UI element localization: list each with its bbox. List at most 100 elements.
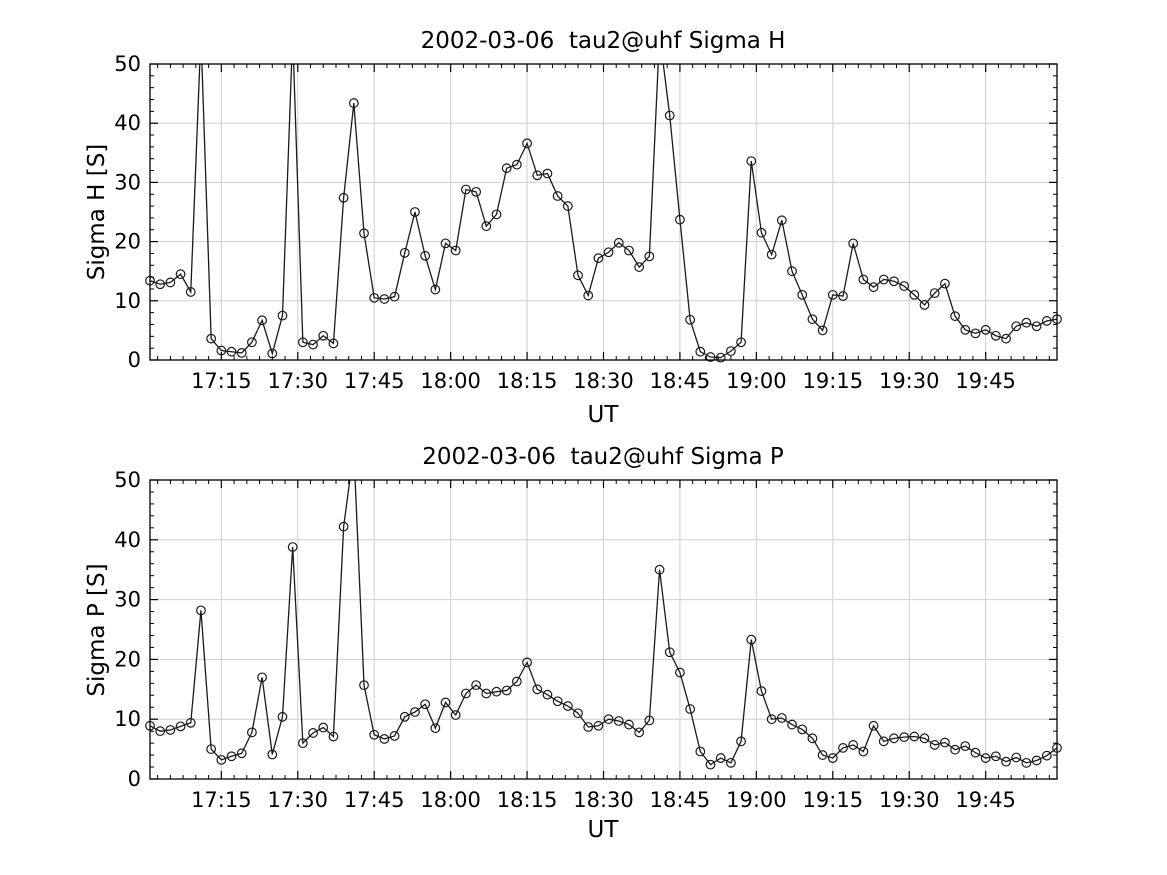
data-point-marker	[1011, 321, 1022, 332]
data-group	[145, 480, 1062, 770]
data-point-marker	[899, 732, 910, 743]
data-point-marker	[257, 672, 268, 683]
x-tick-label: 18:45	[650, 788, 711, 812]
data-point-marker	[410, 707, 420, 717]
data-point-marker	[197, 30, 206, 39]
data-point-marker	[603, 247, 614, 258]
data-point-marker	[919, 733, 930, 744]
data-point-marker	[980, 753, 991, 763]
data-point-marker	[440, 238, 451, 249]
data-point-marker	[542, 168, 553, 179]
data-point-marker	[247, 727, 257, 738]
data-point-marker	[664, 647, 675, 658]
x-tick-label: 19:00	[726, 788, 787, 812]
data-point-marker	[511, 676, 522, 687]
data-point-marker	[399, 247, 410, 258]
data-point-marker	[297, 337, 308, 348]
data-point-marker	[430, 284, 441, 295]
data-point-marker	[970, 747, 981, 758]
data-point-marker	[797, 724, 808, 735]
data-point-marker	[827, 753, 838, 763]
data-point-marker	[603, 714, 614, 725]
data-point-marker	[257, 315, 268, 326]
data-point-marker	[848, 740, 859, 750]
data-point-marker	[766, 249, 777, 260]
x-tick-label: 19:15	[803, 788, 864, 812]
data-point-marker	[471, 186, 482, 197]
data-point-marker	[461, 184, 471, 195]
data-point-marker	[247, 337, 257, 348]
data-point-marker	[165, 277, 176, 288]
data-point-marker	[522, 138, 532, 149]
data-point-marker	[206, 744, 217, 754]
y-tick-label: 0	[128, 767, 141, 791]
data-point-marker	[389, 731, 400, 741]
data-point-marker	[175, 721, 186, 732]
data-point-marker	[277, 310, 288, 321]
data-point-marker	[471, 680, 482, 691]
data-point-marker	[715, 352, 726, 363]
data-point-marker	[787, 266, 797, 277]
x-tick-label: 19:00	[726, 369, 787, 393]
data-point-marker	[196, 605, 206, 616]
data-point-marker	[878, 736, 889, 747]
data-point-marker	[1001, 756, 1011, 767]
x-tick-label: 19:30	[879, 369, 940, 393]
data-point-marker	[950, 311, 960, 322]
y-tick-label: 10	[114, 707, 141, 731]
data-point-marker	[573, 708, 583, 719]
data-point-marker	[675, 214, 685, 225]
data-point-marker	[359, 680, 369, 691]
x-tick-label: 17:30	[268, 369, 329, 393]
data-point-marker	[654, 564, 665, 575]
data-point-marker	[552, 191, 563, 201]
data-point-marker	[776, 713, 787, 723]
data-point-marker	[634, 727, 645, 738]
data-point-marker	[308, 339, 318, 350]
data-point-marker	[379, 734, 390, 744]
data-point-marker	[725, 346, 736, 357]
y-tick-label: 50	[114, 468, 141, 492]
y-tick-label: 30	[114, 170, 141, 194]
data-point-marker	[827, 289, 838, 300]
data-point-marker	[267, 749, 278, 760]
x-tick-label: 19:45	[955, 369, 1016, 393]
data-point-marker	[990, 751, 1001, 762]
data-point-marker	[746, 156, 757, 166]
y-tick-label: 40	[114, 528, 141, 552]
y-axis-label-sigma-p: Sigma P [S]	[84, 563, 110, 697]
data-point-marker	[155, 726, 166, 737]
data-point-marker	[226, 751, 237, 762]
data-point-marker	[705, 759, 716, 770]
data-point-marker	[807, 314, 818, 325]
data-point-marker	[1021, 317, 1032, 328]
data-point-marker	[736, 736, 746, 747]
data-point-marker	[308, 728, 318, 738]
data-point-marker	[481, 688, 492, 699]
data-point-marker	[838, 291, 848, 301]
data-point-marker	[715, 753, 726, 763]
chart-title-sigma-p: 2002-03-06 tau2@uhf Sigma P	[422, 444, 784, 470]
data-point-marker	[155, 279, 166, 290]
chart-title-sigma-h: 2002-03-06 tau2@uhf Sigma H	[420, 28, 786, 54]
data-point-marker	[613, 716, 624, 726]
x-tick-label: 19:15	[803, 369, 864, 393]
data-point-marker	[511, 159, 522, 170]
data-point-marker	[675, 667, 685, 678]
data-point-marker	[430, 723, 441, 734]
data-point-marker	[318, 330, 329, 341]
x-axis-label-ut-top: UT	[587, 402, 619, 428]
data-point-marker	[868, 720, 879, 731]
data-point-marker	[359, 228, 369, 239]
data-point-marker	[950, 744, 960, 755]
data-point-marker	[165, 725, 176, 735]
data-point-marker	[1041, 750, 1052, 761]
data-point-marker	[399, 711, 410, 722]
subplot-sigma-h: 17:15 17:30 17:45 18:00 18:15 18:30 18:45 19:00…	[114, 30, 1062, 393]
data-point-marker	[889, 733, 899, 744]
data-point-marker	[338, 521, 349, 532]
y-tick-label: 20	[114, 230, 141, 254]
data-point-marker	[705, 352, 716, 362]
data-point-marker	[817, 325, 828, 336]
